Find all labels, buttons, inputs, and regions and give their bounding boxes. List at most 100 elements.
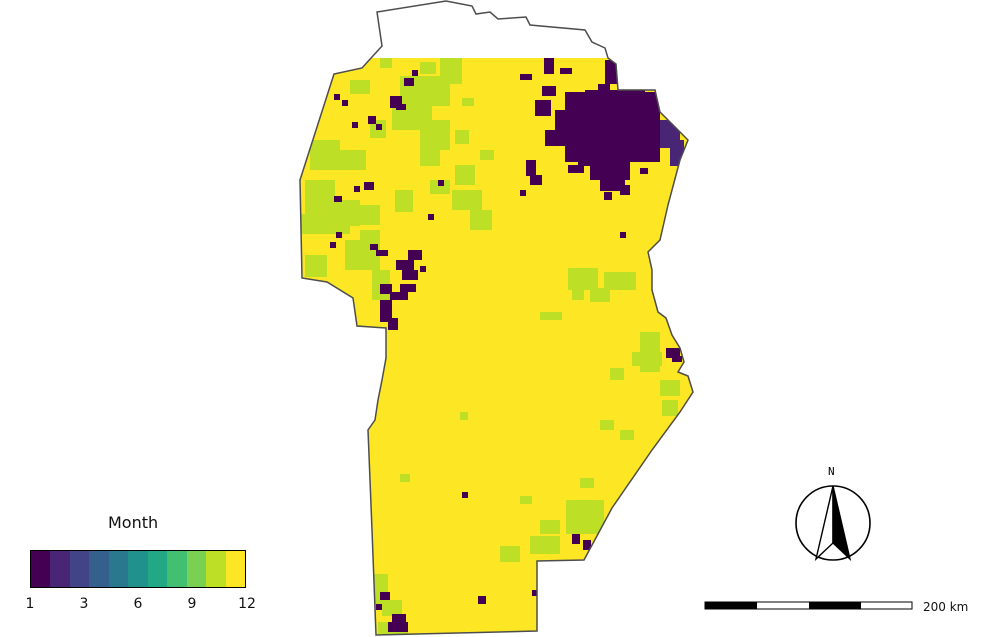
legend-title: Month <box>108 513 159 532</box>
raster-cell <box>430 180 450 194</box>
raster-cell <box>352 122 358 128</box>
raster-cell <box>610 368 624 380</box>
raster-cell <box>544 58 554 74</box>
raster-cell <box>535 100 551 116</box>
legend-swatch <box>167 551 187 587</box>
raster-cell <box>605 60 617 84</box>
province-boundary <box>299 0 694 636</box>
legend-swatch <box>206 551 226 587</box>
raster-cell <box>380 300 392 322</box>
raster-cell <box>364 182 374 190</box>
raster-cell <box>568 165 584 173</box>
legend-swatch <box>128 551 148 587</box>
raster-cell <box>420 120 450 150</box>
raster-cell <box>598 84 610 92</box>
raster-cell <box>545 130 570 146</box>
raster-cell <box>578 150 608 166</box>
raster-cell <box>404 78 414 86</box>
raster-cell <box>640 168 648 174</box>
raster-cell <box>620 232 626 238</box>
raster-cell <box>470 210 492 230</box>
raster-cell <box>532 590 538 596</box>
raster-cell <box>330 242 336 248</box>
legend-ticks: 1 3 6 9 12 <box>26 596 256 614</box>
raster-cell <box>368 116 376 124</box>
raster-cell <box>600 420 614 430</box>
raster-cell <box>572 290 584 300</box>
legend-tick: 9 <box>187 596 197 612</box>
raster-cell <box>345 240 361 270</box>
raster-cell <box>376 604 382 610</box>
scale-label: 200 km <box>923 600 969 614</box>
raster-cell <box>370 244 378 250</box>
raster-cell <box>380 58 392 68</box>
raster-cell <box>336 232 342 238</box>
raster-cell <box>540 312 562 320</box>
north-label: N <box>828 465 835 478</box>
raster-patches <box>300 58 684 635</box>
raster-cell <box>420 150 440 166</box>
raster-cell <box>630 100 640 108</box>
raster-cell <box>540 520 560 534</box>
raster-cell <box>334 94 340 100</box>
raster-cell <box>452 190 482 210</box>
raster-cell <box>300 214 350 234</box>
legend-swatch <box>31 551 51 587</box>
raster-cell <box>408 250 422 260</box>
raster-cell <box>620 185 630 195</box>
raster-cell <box>462 492 468 498</box>
raster-cell <box>580 478 594 488</box>
legend-swatch <box>108 551 129 587</box>
raster-cell <box>526 160 536 176</box>
raster-cell <box>334 196 342 202</box>
raster-cell <box>305 255 327 277</box>
raster-cell <box>520 496 532 504</box>
raster-cell <box>438 180 444 186</box>
raster-cell <box>520 74 532 80</box>
raster-cell <box>542 86 556 96</box>
raster-cell <box>560 68 572 74</box>
raster-cell <box>380 592 390 600</box>
raster-cell <box>662 400 678 416</box>
raster-cell <box>478 596 486 604</box>
legend-swatch <box>147 551 168 587</box>
raster-cell <box>376 124 382 130</box>
raster-cell <box>342 100 348 106</box>
raster-cell <box>396 260 414 270</box>
raster-cell <box>462 98 474 106</box>
raster-cell <box>660 380 680 396</box>
raster-cell <box>428 214 434 220</box>
raster-cell <box>382 600 402 616</box>
raster-cell <box>340 150 366 170</box>
legend-tick: 1 <box>25 596 35 612</box>
raster-cell <box>402 270 418 280</box>
raster-cell <box>400 284 416 292</box>
legend-swatch <box>69 551 90 587</box>
raster-cell <box>396 104 406 110</box>
raster-cell <box>604 192 612 200</box>
raster-cell <box>590 288 610 302</box>
raster-cell <box>640 150 650 160</box>
raster-cell <box>620 430 634 440</box>
raster-cell <box>310 140 340 170</box>
raster-cell <box>530 536 560 554</box>
legend-swatch <box>50 551 70 587</box>
raster-cell <box>388 318 398 330</box>
raster-cell <box>376 250 388 256</box>
raster-cell <box>460 412 468 420</box>
raster-cell <box>388 622 408 632</box>
raster-cell <box>566 500 604 534</box>
scale-bar <box>704 601 913 610</box>
raster-cell <box>632 352 662 366</box>
raster-cell <box>395 190 413 212</box>
raster-cell <box>354 186 360 192</box>
legend-swatch <box>225 551 245 587</box>
raster-cell <box>455 130 469 144</box>
raster-cell <box>568 268 598 290</box>
raster-cell <box>455 165 475 185</box>
legend-swatch <box>89 551 109 587</box>
raster-cell <box>530 175 542 185</box>
raster-cell <box>572 534 580 544</box>
raster-cell <box>520 190 526 196</box>
raster-cell <box>480 150 494 160</box>
